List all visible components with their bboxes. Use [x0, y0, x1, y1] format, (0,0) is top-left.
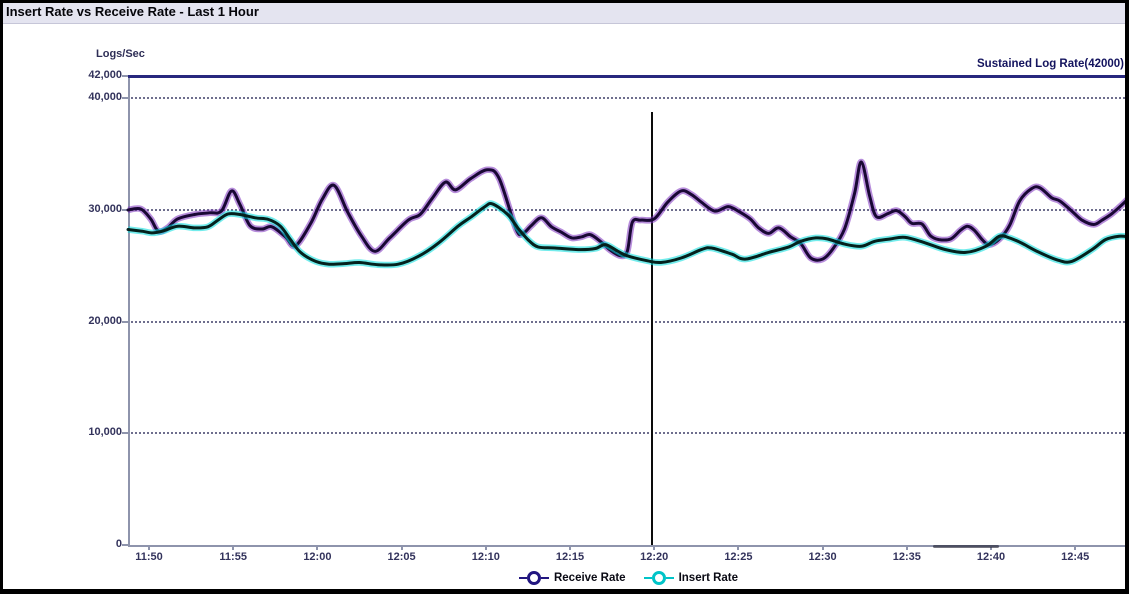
x-tick-label: 12:10 [471, 551, 500, 563]
insert-rate-line [126, 201, 1129, 267]
x-tick-label: 11:55 [219, 551, 247, 563]
gridline [128, 432, 1129, 435]
y-axis-title: Logs/Sec [96, 48, 145, 60]
gridline [128, 97, 1129, 100]
legend-item-insert-rate[interactable]: Insert Rate [643, 571, 739, 585]
y-tick-label: 20,000 [88, 314, 122, 327]
x-tick-mark [821, 545, 824, 550]
x-tick-label: 12:30 [808, 551, 837, 563]
receive-rate-line-glow [127, 158, 1129, 264]
x-tick-label: 11:50 [135, 551, 163, 563]
legend-label: Insert Rate [678, 572, 739, 584]
y-tick-mark [122, 75, 128, 77]
threshold-label: Sustained Log Rate(42000) [977, 58, 1124, 70]
x-tick-label: 12:00 [303, 551, 332, 563]
y-tick-mark [122, 209, 128, 211]
y-tick-label: 40,000 [88, 91, 122, 104]
insert-rate-marker-icon [643, 571, 674, 585]
time-cursor-line [650, 111, 653, 545]
y-tick-label: 30,000 [88, 203, 122, 215]
y-tick-mark [122, 432, 128, 435]
x-tick-mark [569, 545, 571, 550]
y-tick-label: 0 [115, 538, 122, 550]
x-tick-mark [148, 545, 150, 550]
gridline [128, 209, 1129, 211]
x-tick-mark [316, 545, 319, 550]
x-tick-label: 12:35 [892, 551, 921, 563]
legend-item-receive-rate[interactable]: Receive Rate [518, 571, 626, 585]
x-tick-mark [737, 545, 740, 550]
y-tick-mark [122, 97, 128, 100]
legend-label: Receive Rate [553, 572, 626, 584]
gridline [128, 320, 1129, 323]
y-tick-mark [122, 320, 128, 323]
x-tick-label: 12:40 [976, 551, 1006, 563]
x-tick-label: 12:25 [724, 551, 753, 563]
y-tick-label: 42,000 [88, 69, 122, 81]
y-tick-label: 10,000 [88, 426, 122, 439]
x-tick-mark [484, 545, 487, 550]
x-tick-label: 12:15 [555, 551, 585, 563]
x-tick-label: 12:20 [640, 551, 669, 563]
y-axis-line [128, 76, 130, 545]
legend: Receive Rate Insert Rate [128, 567, 1129, 589]
x-tick-mark [990, 545, 992, 550]
x-tick-mark [653, 545, 656, 550]
x-tick-label: 12:45 [1061, 551, 1090, 563]
x-tick-mark [400, 545, 403, 550]
x-axis-line [128, 545, 1129, 547]
receive-rate-line [126, 160, 1129, 262]
y-tick-mark [122, 544, 128, 546]
x-tick-mark [1074, 545, 1077, 550]
insert-rate-line-glow [127, 200, 1129, 269]
receive-rate-marker-icon [518, 571, 549, 585]
page-title: Insert Rate vs Receive Rate - Last 1 Hou… [0, 0, 1129, 24]
x-tick-mark [232, 545, 235, 550]
threshold-line [128, 75, 1129, 78]
x-tick-label: 12:05 [387, 551, 416, 563]
x-tick-mark [905, 545, 908, 550]
axis-shadow-segment [933, 544, 999, 548]
